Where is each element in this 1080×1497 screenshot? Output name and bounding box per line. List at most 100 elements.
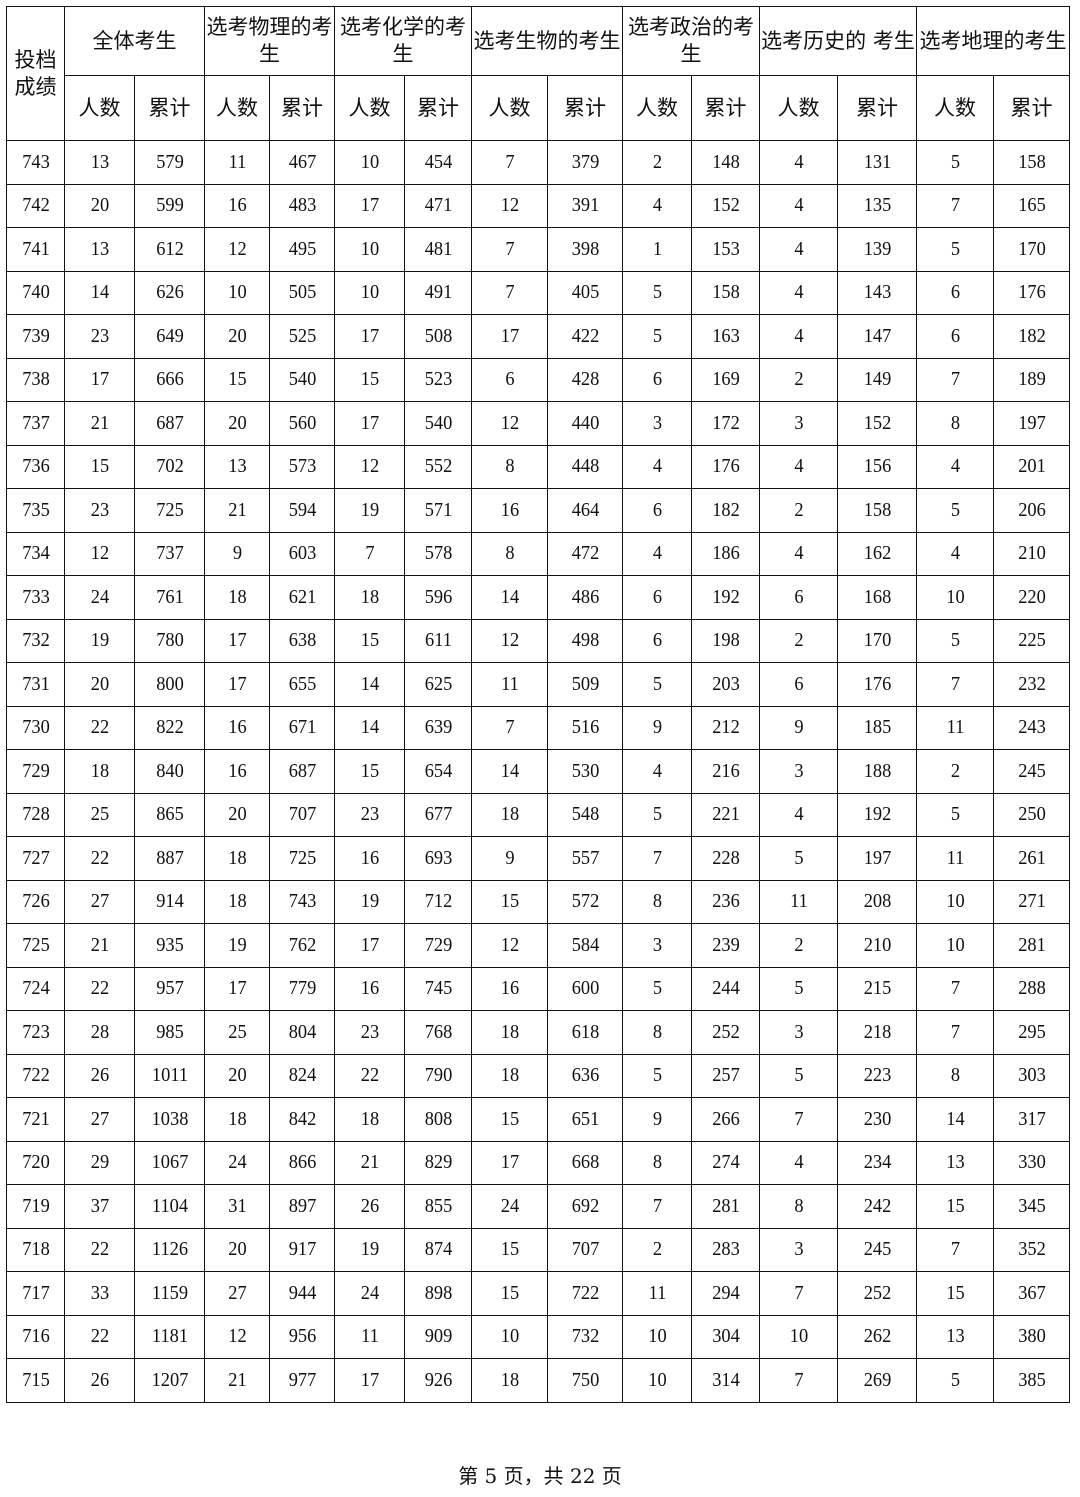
cumulative-cell: 428 [550, 357, 620, 402]
cumulative-cell: 578 [406, 531, 470, 576]
count-cell: 10 [336, 227, 403, 272]
count-cell: 16 [336, 966, 403, 1011]
cumulative-cell: 552 [406, 444, 470, 489]
count-cell: 29 [66, 1140, 133, 1185]
count-cell: 8 [919, 401, 991, 446]
count-cell: 24 [474, 1184, 545, 1229]
score-header: 投档成绩 [6, 6, 65, 141]
cumulative-cell: 250 [996, 792, 1067, 837]
count-cell: 8 [474, 531, 545, 576]
cumulative-cell: 212 [693, 705, 758, 750]
count-cell: 18 [206, 836, 268, 881]
count-cell: 4 [762, 270, 835, 315]
cumulative-cell: 210 [840, 923, 914, 968]
cumulative-header: 累计 [993, 75, 1070, 141]
count-cell: 2 [762, 618, 835, 663]
score-cell: 722 [8, 1053, 63, 1098]
cumulative-cell: 147 [840, 314, 914, 359]
count-cell: 10 [474, 1314, 545, 1359]
table-row: 727 22 887 18 725 16 693 9 557 7 228 5 197 11 261 [7, 836, 1070, 881]
count-cell: 20 [206, 401, 268, 446]
cumulative-cell: 271 [996, 879, 1067, 924]
count-cell: 18 [474, 1010, 545, 1055]
cumulative-cell: 198 [693, 618, 758, 663]
count-cell: 12 [206, 227, 268, 272]
count-cell: 11 [762, 879, 835, 924]
cumulative-cell: 385 [996, 1358, 1067, 1403]
cumulative-cell: 687 [136, 401, 203, 446]
cumulative-cell: 790 [406, 1053, 470, 1098]
count-cell: 2 [762, 488, 835, 533]
count-cell: 6 [474, 357, 545, 402]
cumulative-cell: 1159 [136, 1271, 203, 1316]
count-cell: 4 [762, 531, 835, 576]
count-cell: 4 [624, 749, 690, 794]
count-cell: 7 [474, 270, 545, 315]
count-cell: 5 [624, 792, 690, 837]
cumulative-cell: 483 [271, 183, 333, 228]
count-cell: 13 [919, 1314, 991, 1359]
count-cell: 9 [624, 1097, 690, 1142]
cumulative-header: 累计 [404, 75, 472, 141]
group-header: 选考化学的考生 [334, 6, 472, 76]
count-cell: 3 [762, 749, 835, 794]
count-cell: 3 [762, 401, 835, 446]
cumulative-cell: 909 [406, 1314, 470, 1359]
count-cell: 14 [474, 575, 545, 620]
count-cell: 15 [474, 879, 545, 924]
count-cell: 7 [624, 836, 690, 881]
cumulative-cell: 380 [996, 1314, 1067, 1359]
cumulative-cell: 454 [406, 140, 470, 185]
count-cell: 3 [624, 923, 690, 968]
cumulative-cell: 956 [271, 1314, 333, 1359]
count-cell: 16 [474, 488, 545, 533]
cumulative-cell: 176 [840, 662, 914, 707]
score-cell: 717 [8, 1271, 63, 1316]
count-cell: 6 [624, 357, 690, 402]
cumulative-cell: 182 [996, 314, 1067, 359]
cumulative-cell: 143 [840, 270, 914, 315]
cumulative-cell: 153 [693, 227, 758, 272]
cumulative-cell: 283 [693, 1227, 758, 1272]
count-cell: 37 [66, 1184, 133, 1229]
table-row: 726 27 914 18 743 19 712 15 572 8 236 11 208 10 271 [7, 879, 1070, 924]
table-row: 735 23 725 21 594 19 571 16 464 6 182 2 158 5 206 [7, 488, 1070, 533]
cumulative-cell: 600 [550, 966, 620, 1011]
count-cell: 5 [624, 314, 690, 359]
count-cell: 14 [919, 1097, 991, 1142]
cumulative-cell: 172 [693, 401, 758, 446]
cumulative-cell: 707 [271, 792, 333, 837]
count-cell: 23 [66, 488, 133, 533]
count-cell: 24 [66, 575, 133, 620]
score-cell: 737 [8, 401, 63, 446]
count-cell: 20 [66, 183, 133, 228]
cumulative-cell: 168 [840, 575, 914, 620]
cumulative-header: 累计 [691, 75, 760, 141]
count-cell: 12 [206, 1314, 268, 1359]
count-cell: 18 [206, 1097, 268, 1142]
cumulative-cell: 571 [406, 488, 470, 533]
cumulative-cell: 692 [550, 1184, 620, 1229]
cumulative-cell: 707 [550, 1227, 620, 1272]
count-cell: 20 [206, 314, 268, 359]
count-cell: 8 [919, 1053, 991, 1098]
table-row: 718 22 1126 20 917 19 874 15 707 2 283 3 245 7 352 [7, 1227, 1070, 1272]
count-cell: 19 [336, 1227, 403, 1272]
count-cell: 17 [336, 314, 403, 359]
cumulative-cell: 702 [136, 444, 203, 489]
count-cell: 6 [762, 575, 835, 620]
count-cell: 2 [762, 357, 835, 402]
count-cell: 18 [474, 792, 545, 837]
count-cell: 15 [474, 1097, 545, 1142]
table-row: 732 19 780 17 638 15 611 12 498 6 198 2 170 5 225 [7, 618, 1070, 663]
cumulative-cell: 865 [136, 792, 203, 837]
cumulative-cell: 671 [271, 705, 333, 750]
table-row: 737 21 687 20 560 17 540 12 440 3 172 3 152 8 197 [7, 401, 1070, 446]
table-row: 742 20 599 16 483 17 471 12 391 4 152 4 135 7 165 [7, 183, 1070, 228]
cumulative-cell: 379 [550, 140, 620, 185]
cumulative-cell: 281 [996, 923, 1067, 968]
count-cell: 15 [206, 357, 268, 402]
count-cell: 10 [919, 879, 991, 924]
count-cell: 4 [762, 1140, 835, 1185]
cumulative-cell: 636 [550, 1053, 620, 1098]
